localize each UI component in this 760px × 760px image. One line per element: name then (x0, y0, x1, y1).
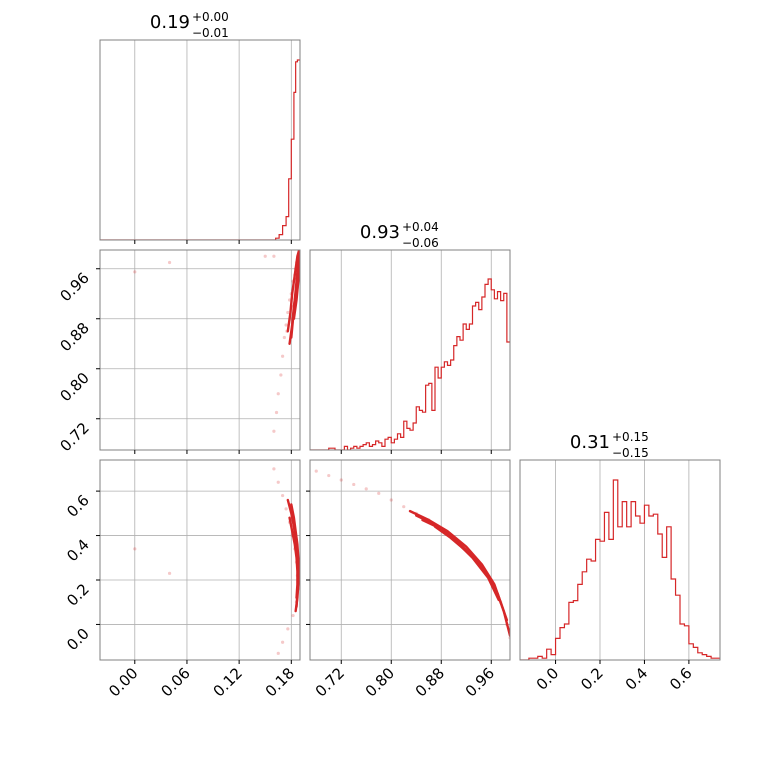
contour-line (288, 516, 299, 599)
scatter-point (352, 482, 356, 487)
x-tick-label: 0.00 (105, 664, 141, 700)
scatter-point (281, 493, 285, 498)
panel-frame (309, 249, 511, 451)
x-tick-label: 0.06 (157, 664, 193, 700)
y-tick-label: 0.72 (56, 419, 92, 455)
x-tick-label: 0.18 (262, 664, 298, 700)
contour-line (286, 250, 300, 333)
panel-diag-1: 0.93 +0.04 −0.06 (309, 220, 511, 454)
panel-frame (519, 459, 721, 661)
x-tick-label: 0.88 (412, 664, 448, 700)
contour-line (292, 267, 300, 320)
scatter-point (364, 487, 368, 491)
panel-row1-col0: 0.72 0.80 0.88 0.96 (56, 249, 301, 455)
contour-line (288, 255, 300, 345)
x-tick-label: 0.72 (312, 664, 348, 700)
y-tick-label: 0.0 (63, 625, 93, 655)
panel-frame (99, 249, 301, 451)
panel-row2-col0: 0.00 0.06 0.12 0.18 0.0 0.2 0.4 0.6 (63, 459, 301, 700)
panel-title-minus: −0.01 (192, 26, 229, 40)
panel-title-minus: −0.15 (612, 446, 649, 460)
panel-frame (99, 459, 301, 661)
scatter-point (272, 429, 276, 433)
x-tick-label: 0.6 (666, 664, 696, 694)
contour-line (433, 525, 496, 588)
y-tick-label: 0.80 (56, 369, 92, 405)
scatter-point (133, 270, 137, 274)
scatter-point (263, 254, 267, 258)
scatter-point (281, 640, 285, 644)
panel-title-median: 0.31 (570, 432, 610, 453)
scatter-point (402, 505, 406, 509)
scatter-point (276, 392, 280, 396)
histogram-step-line (520, 479, 720, 660)
x-tick-label: 0.80 (362, 664, 398, 700)
x-tick-label: 0.2 (577, 664, 607, 694)
scatter-point (272, 467, 276, 471)
panel-diag-2: 0.31 +0.15 −0.15 0.0 0.2 0.4 0.6 (519, 430, 721, 694)
panel-title-minus: −0.06 (402, 236, 439, 250)
scatter-point (284, 323, 288, 327)
panel-row2-col1: 0.72 0.80 0.88 0.96 (306, 459, 511, 700)
plot-area (310, 278, 510, 450)
y-tick-label: 0.2 (63, 580, 93, 610)
plot-area (520, 479, 720, 660)
scatter-point (286, 310, 290, 315)
histogram-step-line (310, 278, 510, 450)
scatter-point (327, 473, 331, 478)
panel-frame (309, 459, 511, 661)
x-tick-label: 0.12 (210, 664, 246, 700)
scatter-point (281, 354, 285, 358)
plot-area (314, 469, 510, 640)
panel-title-median: 0.19 (150, 12, 190, 33)
x-tick-label: 0.96 (462, 664, 498, 700)
histogram-step-line (100, 59, 300, 240)
plot-area (100, 59, 300, 240)
scatter-point (279, 373, 283, 377)
contour-line (415, 514, 509, 622)
x-tick-label: 0.0 (533, 664, 563, 694)
scatter-point (167, 571, 172, 575)
scatter-point (291, 613, 295, 618)
plot-area (133, 467, 300, 655)
scatter-point (284, 507, 288, 511)
scatter-point (276, 480, 280, 484)
scatter-point (339, 478, 343, 482)
scatter-point (286, 627, 290, 631)
scatter-point (272, 254, 276, 258)
scatter-point (274, 410, 279, 415)
x-tick-label: 0.4 (622, 664, 652, 694)
scatter-point (389, 498, 393, 502)
y-tick-label: 0.4 (63, 536, 93, 566)
scatter-point (314, 469, 318, 473)
contour-line (408, 509, 510, 637)
scatter-point (282, 335, 286, 340)
y-tick-label: 0.88 (56, 319, 92, 355)
y-tick-label: 0.96 (56, 269, 92, 305)
scatter-point (167, 260, 172, 265)
plot-area (133, 250, 300, 433)
panel-title-plus: +0.15 (612, 430, 649, 444)
panel-title-median: 0.93 (360, 222, 400, 243)
panel-frame (99, 39, 301, 241)
scatter-point (377, 491, 381, 495)
y-tick-label: 0.6 (63, 491, 93, 521)
panel-title-plus: +0.04 (402, 220, 439, 234)
scatter-point (133, 547, 137, 551)
contour-line (421, 518, 500, 602)
panel-title-plus: +0.00 (192, 10, 229, 24)
scatter-point (276, 651, 280, 655)
panel-diag-0: 0.19 +0.00 −0.01 (99, 10, 301, 244)
